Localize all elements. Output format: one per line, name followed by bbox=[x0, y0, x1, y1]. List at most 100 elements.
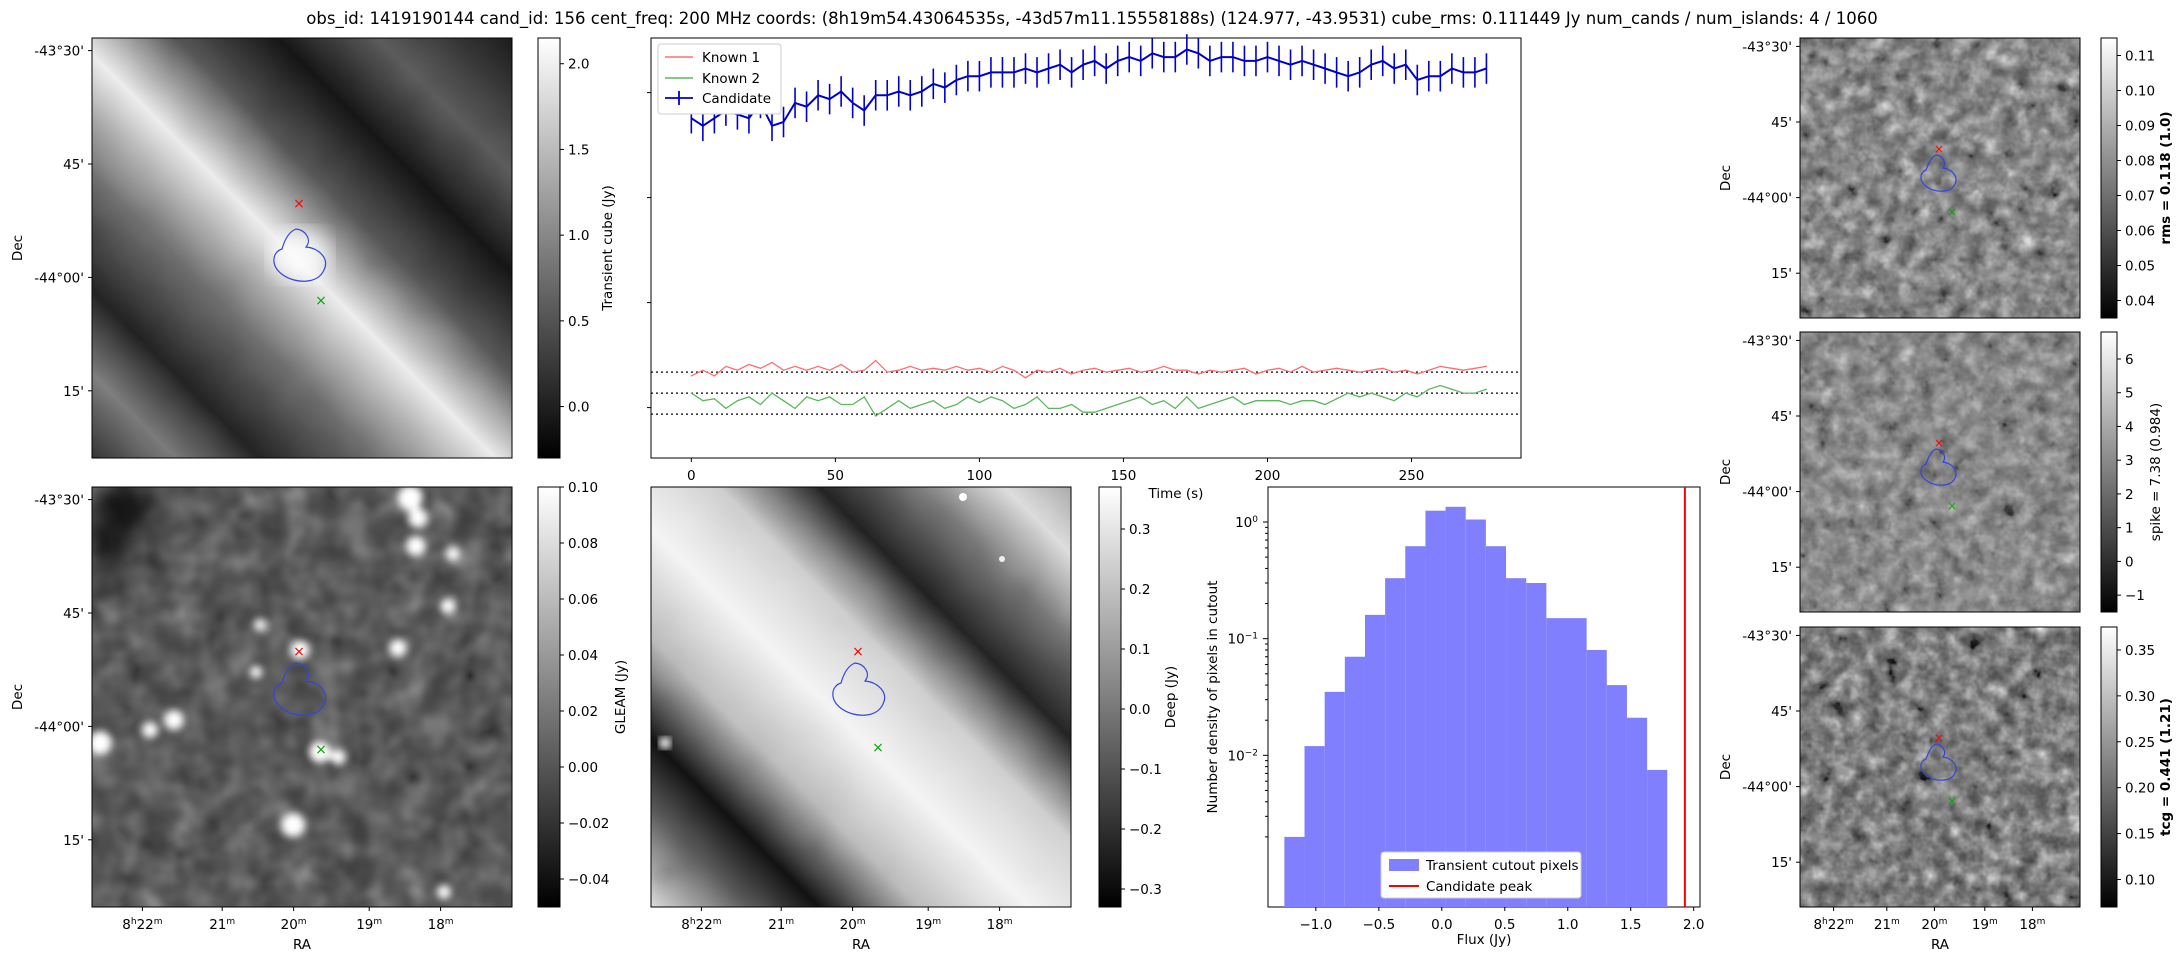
colorbar-tick-label: 1.5 bbox=[568, 142, 589, 158]
ra-tick-part: 8 bbox=[681, 917, 690, 933]
series-known2-point bbox=[1347, 392, 1349, 394]
deep-colorbar: 0.10 0.08 0.06 0.04 0.02 0.00 −0.02 −0.04 bbox=[537, 480, 609, 908]
ra-tick-part: m bbox=[857, 917, 866, 927]
ra-tick-part: 18 bbox=[2019, 917, 2036, 933]
ra-axis-label: RA bbox=[1931, 937, 1950, 953]
ra-tick-part: 22 bbox=[137, 917, 154, 933]
series-known2-point bbox=[829, 396, 831, 398]
series-known1-point bbox=[1370, 369, 1372, 371]
colorbar-tick-label: −0.3 bbox=[1129, 882, 1162, 898]
series-known1-point bbox=[1416, 373, 1418, 375]
ra-tick-label: 19m bbox=[1972, 917, 1998, 933]
noise-levels bbox=[651, 371, 1521, 415]
dec-tick-label: 15' bbox=[63, 384, 84, 400]
colorbar-tick-label: 2.0 bbox=[568, 57, 589, 73]
series-known2-point bbox=[713, 398, 715, 400]
dec-axis: -43°30' 45' -44°00' 15' Dec bbox=[10, 44, 92, 400]
colorbar-tick-label: 0.2 bbox=[1129, 582, 1150, 598]
series-known1-point bbox=[1359, 371, 1361, 373]
colorbar-tick-label: 0.08 bbox=[568, 536, 598, 552]
series-known2-point bbox=[782, 400, 785, 402]
colorbar-tick-label: 4 bbox=[2125, 419, 2134, 435]
series-known1 bbox=[691, 359, 1487, 379]
density-axis-label: Number density of pixels in cutout bbox=[1205, 581, 1221, 814]
lightcurve-frame bbox=[650, 37, 1522, 459]
time-axis-label: Time (s) bbox=[1148, 486, 1204, 502]
image-frame bbox=[1799, 626, 2081, 908]
series-known1-point bbox=[1336, 367, 1338, 369]
series-known1-point bbox=[840, 363, 842, 366]
series-known1-point bbox=[1209, 369, 1211, 371]
colorbar-tick-label: 0.04 bbox=[2125, 294, 2155, 310]
colorbar-tick-label: 0.00 bbox=[568, 760, 598, 776]
colorbar-tick-label: 0.05 bbox=[2125, 259, 2155, 275]
flux-tick-label: 1.0 bbox=[1557, 917, 1578, 933]
image-frame bbox=[1799, 37, 2081, 319]
histogram-bar bbox=[1344, 656, 1365, 907]
tcg-colorbar bbox=[2100, 626, 2118, 908]
density-tick-exponent: −1 bbox=[1245, 632, 1258, 642]
colorbar-tick-label: 0.1 bbox=[1129, 642, 1150, 658]
series-known2-point bbox=[1197, 407, 1199, 409]
series-known2-point bbox=[1243, 403, 1246, 406]
series-known1-point bbox=[771, 361, 773, 364]
series-known1-point bbox=[1301, 365, 1303, 367]
series-known2-point bbox=[1140, 396, 1142, 398]
histogram-bar bbox=[1304, 746, 1325, 907]
tcg-label: tcg = 0.441 (1.21) bbox=[2158, 698, 2174, 836]
histogram-bar bbox=[1284, 836, 1305, 907]
series-known2-point bbox=[1324, 403, 1326, 406]
colorbar-tick-label: 1.0 bbox=[568, 228, 589, 244]
known-source-marker: × bbox=[315, 742, 327, 758]
series-known2-point bbox=[1485, 388, 1488, 390]
series-known1-point bbox=[1047, 371, 1050, 373]
image-frame bbox=[650, 486, 1072, 908]
series-known1-point bbox=[898, 369, 900, 371]
ra-tick-label: 21m bbox=[209, 917, 235, 933]
spike-image bbox=[1800, 332, 2080, 612]
series-known2-point bbox=[1163, 400, 1165, 402]
ra-tick-part: 19 bbox=[915, 917, 932, 933]
transient-image bbox=[92, 38, 512, 458]
legend-swatch-hist bbox=[1389, 859, 1419, 871]
colorbar-label: Transient cube (Jy) bbox=[600, 185, 616, 312]
ra-tick-part: 18 bbox=[987, 917, 1004, 933]
ra-tick-part: 22 bbox=[1828, 917, 1845, 933]
ra-tick-label: 21m bbox=[1874, 917, 1900, 933]
known-source-marker: × bbox=[872, 740, 884, 756]
series-known1-point bbox=[921, 369, 923, 371]
colorbar-tick-label: 3 bbox=[2125, 453, 2134, 469]
series-known1-point bbox=[1289, 371, 1292, 373]
ra-tick-part: m bbox=[1004, 917, 1013, 927]
series-known2-point bbox=[736, 400, 739, 402]
colorbar-tick-label: −0.1 bbox=[1129, 762, 1162, 778]
series-known2-point bbox=[1393, 400, 1395, 402]
colorbar-tick-label: 0.04 bbox=[568, 648, 598, 664]
figure-title: obs_id: 1419190144 cand_id: 156 cent_fre… bbox=[306, 9, 1877, 29]
flux-tick-label: −1.0 bbox=[1299, 917, 1332, 933]
legend-label-hist: Transient cutout pixels bbox=[1425, 858, 1579, 874]
density-tick-label: 10−1 bbox=[1228, 632, 1258, 648]
ra-tick-part: m bbox=[713, 917, 722, 927]
ra-tick-part: 21 bbox=[1874, 917, 1891, 933]
series-known1-point bbox=[1232, 369, 1234, 371]
series-known2-point bbox=[944, 407, 946, 409]
histogram-bar bbox=[1364, 614, 1386, 907]
series-known2-point bbox=[863, 396, 865, 398]
colorbar-tick-label: 0.5 bbox=[568, 314, 589, 330]
dec-tick-label: -43°30' bbox=[1742, 628, 1792, 644]
series-known2-point bbox=[794, 407, 796, 409]
ra-tick-part: m bbox=[1845, 917, 1854, 927]
ra-tick-part: m bbox=[154, 917, 163, 927]
series-known1-point bbox=[875, 360, 877, 362]
deep-colorbar-middle: 0.3 0.2 0.1 0.0 −0.1 −0.2 −0.3 Deep (Jy) bbox=[1098, 486, 1179, 908]
colorbar-tick-label: 0.07 bbox=[2125, 189, 2155, 205]
series-known1-point bbox=[1128, 367, 1130, 369]
colorbar-tick-label: 0.10 bbox=[2125, 872, 2155, 888]
image-frame bbox=[1799, 331, 2081, 613]
histogram-bar bbox=[1485, 546, 1507, 907]
series-known2-point bbox=[990, 396, 992, 398]
density-tick-exponent: 0 bbox=[1252, 515, 1258, 525]
series-known1-point bbox=[1186, 369, 1188, 371]
